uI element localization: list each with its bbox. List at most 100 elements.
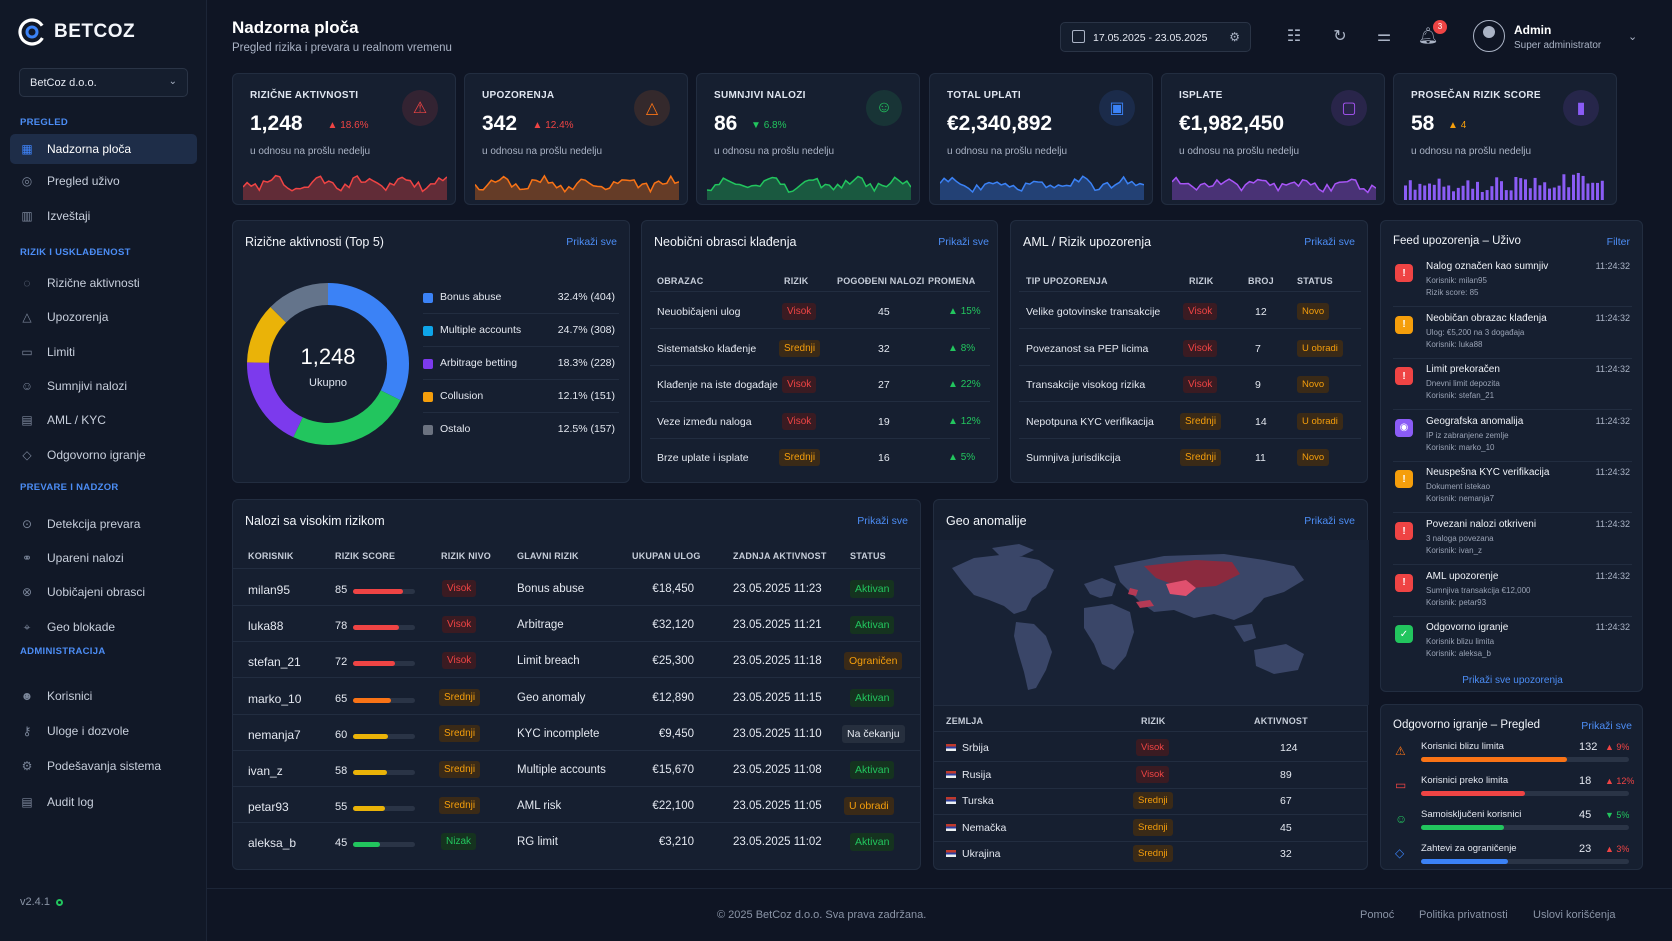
sidebar-item-upareni-nalozi[interactable]: ⚭ Upareni nalozi bbox=[10, 543, 197, 573]
spark-bar bbox=[1418, 183, 1422, 200]
spark-bar bbox=[1442, 186, 1446, 200]
sidebar-item-audit-log[interactable]: ▤ Audit log bbox=[10, 787, 197, 817]
donut-slice-ostalo[interactable] bbox=[270, 283, 329, 323]
spark-line bbox=[940, 175, 1144, 194]
show-all-link[interactable]: Prikaži sve bbox=[566, 236, 617, 248]
risk-level-badge: Srednji bbox=[439, 761, 481, 778]
account-user[interactable]: nemanja7 bbox=[248, 727, 301, 742]
sidebar-item-detekcija-prevara[interactable]: ⊙ Detekcija prevara bbox=[10, 509, 197, 539]
table-header: POGOĐENI NALOZI bbox=[837, 276, 925, 286]
spark-bar bbox=[1528, 188, 1532, 200]
app-logo[interactable]: BETCOZ bbox=[18, 18, 135, 46]
feed-item-detail: IP iz zabranjene zemlje bbox=[1426, 430, 1509, 440]
sidebar-item-uloge-i-dozvole[interactable]: ⚷ Uloge i dozvole bbox=[10, 716, 197, 746]
kpi-card[interactable]: PROSEČAN RIZIK SCORE 58 ▲ 4 u odnosu na pro… bbox=[1393, 73, 1617, 205]
show-all-alerts-link[interactable]: Prikaži sve upozorenja bbox=[1462, 675, 1563, 686]
account-user[interactable]: petar93 bbox=[248, 800, 289, 815]
account-user[interactable]: stefan_21 bbox=[248, 655, 301, 670]
spark-bar bbox=[1586, 183, 1590, 200]
sidebar-item-pregled-u-ivo[interactable]: ◎ Pregled uživo bbox=[10, 166, 197, 196]
country-name: Rusija bbox=[962, 768, 992, 781]
row-divider bbox=[650, 401, 990, 402]
feed-item-title[interactable]: Neuspešna KYC verifikacija bbox=[1426, 467, 1550, 479]
status-badge: Na čekanju bbox=[842, 724, 905, 743]
account-user[interactable]: aleksa_b bbox=[248, 836, 297, 851]
feed-item-title[interactable]: Geografska anomalija bbox=[1426, 415, 1524, 427]
account-user[interactable]: marko_10 bbox=[248, 691, 302, 706]
rg-value: 45 bbox=[1579, 809, 1592, 821]
total-stake: €32,120 bbox=[652, 619, 694, 632]
kpi-card[interactable]: TOTAL UPLATI €2,340,892 u odnosu na prošlu… bbox=[929, 73, 1153, 205]
legend-value: 18.3% (228) bbox=[557, 357, 615, 369]
sidebar-item-sumnjivi-nalozi[interactable]: ☺ Sumnjivi nalozi bbox=[10, 371, 197, 401]
sidebar-item-aml-kyc[interactable]: ▤ AML / KYC bbox=[10, 405, 197, 435]
shield-icon: ◇ bbox=[22, 448, 32, 462]
show-all-link[interactable]: Prikaži sve bbox=[857, 515, 908, 527]
feed-item-title[interactable]: AML upozorenje bbox=[1426, 570, 1499, 582]
avatar[interactable] bbox=[1473, 20, 1505, 52]
org-select[interactable]: BetCoz d.o.o. ⌄ bbox=[19, 68, 188, 97]
responsible-gaming-panel: Odgovorno igranje – Pregled Prikaži sve … bbox=[1380, 704, 1643, 870]
spark-bar bbox=[1495, 177, 1499, 200]
feed-item-user: Korisnik: luka88 bbox=[1426, 339, 1483, 349]
spark-bar bbox=[1480, 191, 1484, 200]
show-all-link[interactable]: Prikaži sve bbox=[1304, 515, 1355, 527]
affected-count: 45 bbox=[878, 306, 890, 318]
donut-slice-arbitrage-betting[interactable] bbox=[247, 362, 304, 438]
country-name: Turska bbox=[962, 795, 994, 807]
sidebar-item-pode-avanja-sistema[interactable]: ⚙ Podešavanja sistema bbox=[10, 751, 197, 781]
layout-icon[interactable]: ☷ bbox=[1286, 28, 1302, 45]
kpi-card[interactable]: SUMNJIVI NALOZI 86 ▼ 6.8% u odnosu na prošl… bbox=[696, 73, 920, 205]
main-risk: Limit breach bbox=[517, 655, 580, 668]
calendar-settings-icon[interactable]: ⚙ bbox=[1229, 30, 1240, 44]
feed-item-title[interactable]: Povezani nalozi otkriveni bbox=[1426, 519, 1537, 530]
account-user[interactable]: milan95 bbox=[248, 583, 291, 597]
risky-activities-panel: Rizične aktivnosti (Top 5) Prikaži sve 1… bbox=[232, 220, 630, 483]
page-subtitle: Pregled rizika i prevara u realnom vreme… bbox=[232, 42, 452, 54]
risk-badge: Srednji bbox=[779, 339, 821, 357]
donut-slice-collusion[interactable] bbox=[247, 307, 287, 364]
feed-item-title[interactable]: Limit prekoračen bbox=[1426, 364, 1500, 376]
alert-count: 9 bbox=[1255, 379, 1261, 391]
kpi-card[interactable]: ISPLATE €1,982,450 u odnosu na prošlu nede… bbox=[1161, 73, 1385, 205]
footer-link-terms[interactable]: Uslovi korišćenja bbox=[1533, 909, 1616, 921]
kpi-card[interactable]: RIZIČNE AKTIVNOSTI 1,248 ▲ 18.6% u odnosu n… bbox=[232, 73, 456, 205]
feed-item-title[interactable]: Nalog označen kao sumnjiv bbox=[1426, 261, 1549, 272]
feed-filter-link[interactable]: Filter bbox=[1606, 236, 1630, 248]
date-range-picker[interactable]: 17.05.2025 - 23.05.2025 ⚙ bbox=[1060, 22, 1251, 52]
show-all-link[interactable]: Prikaži sve bbox=[938, 236, 989, 248]
alert-count: 7 bbox=[1255, 342, 1261, 355]
donut-slice-multiple-accounts[interactable] bbox=[293, 389, 401, 445]
bell-icon[interactable]: 🔔︎ bbox=[1417, 28, 1439, 45]
refresh-icon[interactable]: ↻ bbox=[1333, 28, 1347, 45]
sidebar-item-geo-blokade[interactable]: ⌖ Geo blokade bbox=[10, 612, 197, 642]
feed-item-title[interactable]: Odgovorno igranje bbox=[1426, 622, 1509, 634]
row-divider bbox=[1393, 306, 1632, 307]
feed-item-user: Korisnik: aleksa_b bbox=[1426, 649, 1491, 659]
sidebar-item-limiti[interactable]: ▭ Limiti bbox=[10, 337, 197, 367]
risk-level-badge: Srednji bbox=[439, 797, 481, 815]
sidebar-item-izve-taji[interactable]: ▥ Izveštaji bbox=[10, 201, 197, 231]
sidebar-item-korisnici[interactable]: ☻ Korisnici bbox=[10, 681, 197, 711]
sidebar-item-odgovorno-igranje[interactable]: ◇ Odgovorno igranje bbox=[10, 440, 197, 470]
world-map[interactable] bbox=[934, 540, 1369, 705]
user-menu-chevron-icon[interactable]: ⌄ bbox=[1628, 31, 1638, 43]
spark-bar bbox=[1452, 191, 1455, 200]
sliders-icon[interactable]: ⚌ bbox=[1376, 28, 1392, 45]
footer-link-privacy[interactable]: Politika privatnosti bbox=[1419, 909, 1508, 921]
sidebar-item-upozorenja[interactable]: △ Upozorenja bbox=[10, 302, 197, 332]
account-user[interactable]: luka88 bbox=[248, 619, 284, 634]
sidebar-item-nadzorna-plo-a[interactable]: ▦ Nadzorna ploča bbox=[10, 134, 197, 164]
flag-icon bbox=[946, 744, 956, 751]
account-user[interactable]: ivan_z bbox=[248, 764, 283, 778]
sidebar-item-uobi-ajeni-obrasci[interactable]: ⊗ Uobičajeni obrasci bbox=[10, 577, 197, 607]
row-divider bbox=[934, 814, 1367, 815]
kpi-note: u odnosu na prošlu nedelju bbox=[1411, 146, 1532, 157]
kpi-card[interactable]: UPOZORENJA 342 ▲ 12.4% u odnosu na prošlu n… bbox=[464, 73, 688, 205]
feed-item-title[interactable]: Neobičan obrazac klađenja bbox=[1426, 312, 1547, 324]
donut-slice-bonus-abuse[interactable] bbox=[327, 283, 409, 401]
footer-link-help[interactable]: Pomoć bbox=[1360, 909, 1395, 921]
show-all-link[interactable]: Prikaži sve bbox=[1304, 236, 1355, 248]
sidebar-item-rizi-ne-aktivnosti[interactable]: ◌ Rizične aktivnosti bbox=[10, 268, 197, 298]
show-all-link[interactable]: Prikaži sve bbox=[1581, 720, 1632, 732]
